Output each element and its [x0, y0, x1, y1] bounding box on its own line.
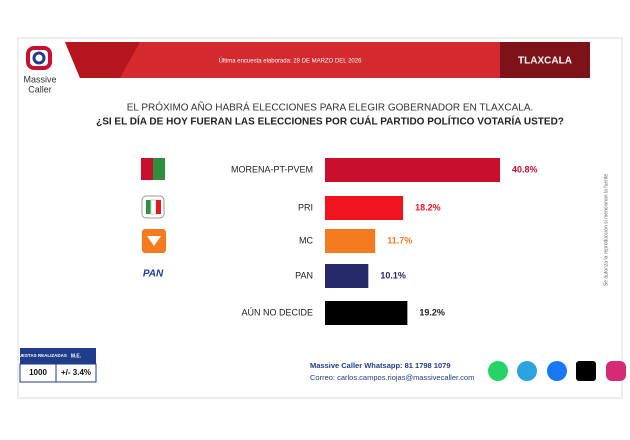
chart-title: EL PRÓXIMO AÑO HABRÁ ELECCIONES PARA ELE…	[127, 101, 534, 114]
survey-date: Última encuesta elaborada: 28 DE MARZO D…	[219, 58, 363, 65]
logo-icon	[26, 46, 52, 70]
x-icon[interactable]	[576, 361, 596, 381]
whatsapp: Massive Caller Whatsapp: 81 1798 1079	[310, 361, 451, 370]
table-cell: 1000	[29, 368, 47, 377]
table-header-cell: ENCUESTAS REALIZADAS	[9, 353, 67, 358]
value-label: 40.8%	[512, 164, 538, 174]
whatsapp-icon[interactable]	[488, 361, 508, 381]
instagram-icon[interactable]	[606, 361, 626, 381]
pri-logo-part	[146, 200, 151, 214]
pan-logo: PAN	[143, 269, 164, 280]
region: TLAXCALA	[518, 56, 572, 67]
category-label: MC	[299, 235, 313, 245]
email: Correo: carlos.campos.riojas@massivecall…	[310, 373, 474, 382]
pri-logo-part	[150, 199, 157, 215]
logo-text: Caller	[28, 84, 52, 94]
facebook-icon[interactable]	[547, 361, 567, 381]
header-band	[65, 42, 500, 78]
value-label: 11.7%	[387, 235, 412, 245]
region-box	[500, 42, 590, 78]
category-label: PAN	[295, 270, 313, 280]
category-label: PRI	[298, 202, 313, 212]
bar	[325, 229, 376, 253]
value-label: 19.2%	[419, 307, 445, 317]
category-label: MORENA-PT-PVEM	[231, 164, 313, 174]
value-label: 10.1%	[380, 270, 406, 280]
table-row	[19, 363, 97, 383]
telegram-icon[interactable]	[517, 361, 537, 381]
bar	[325, 301, 408, 325]
side-note: Se autoriza la reproducción si mencionan…	[603, 174, 609, 287]
card	[17, 37, 623, 399]
mc-logo-bird	[147, 236, 161, 246]
bars: MORENA-PT-PVEM 40.8% PRI 18.2% MC 11.7% PAN 10.…	[231, 158, 538, 325]
value-label: 18.2%	[415, 202, 441, 212]
morena-logo-part	[141, 158, 153, 180]
bar	[325, 196, 404, 220]
category-label: AÚN NO DECIDE	[241, 307, 313, 317]
logo-text: Massive	[23, 74, 56, 84]
table-header-cell: M.E.	[71, 353, 82, 359]
chart-subtitle: ¿SI EL DÍA DE HOY FUERAN LAS ELECCIONES …	[96, 115, 564, 128]
table-header	[20, 348, 96, 364]
table-cell: +/- 3.4%	[61, 368, 91, 377]
bar	[325, 158, 501, 182]
logo-icon-inner	[32, 51, 46, 65]
header-stripe	[65, 42, 140, 78]
pri-logo-part	[156, 200, 161, 214]
bar	[325, 264, 369, 288]
